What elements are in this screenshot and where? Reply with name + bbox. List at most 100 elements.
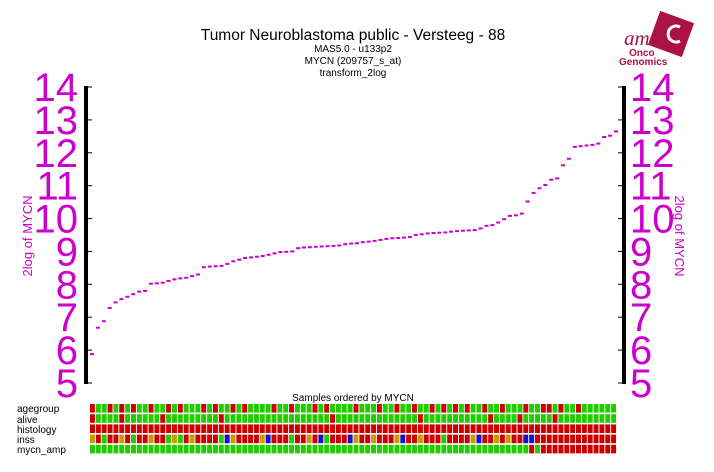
- annotation-cell: [488, 444, 494, 454]
- annotation-cell: [412, 404, 418, 413]
- annotation-cell: [423, 434, 429, 444]
- annotation-cell: [611, 404, 617, 413]
- annotation-cell: [517, 444, 523, 454]
- annotation-cell: [201, 424, 207, 433]
- annotation-cell: [400, 444, 406, 454]
- annotation-cell: [576, 424, 581, 433]
- annotation-cell: [581, 424, 587, 433]
- annotation-cell: [113, 404, 119, 413]
- annotation-cell: [248, 404, 254, 413]
- annotation-cell: [125, 444, 131, 454]
- annotation-cell: [529, 444, 535, 454]
- annotation-cell: [511, 444, 517, 454]
- annotation-cell: [289, 434, 295, 444]
- annotation-cell: [482, 414, 488, 423]
- annotation-cell: [341, 444, 347, 454]
- annotation-cell: [201, 434, 207, 444]
- annotation-cell: [101, 444, 107, 454]
- annotation-cell: [154, 414, 160, 423]
- annotation-cell: [488, 414, 494, 423]
- annotation-cell: [248, 444, 254, 454]
- annotation-cell: [253, 404, 259, 413]
- annotation-cell: [277, 404, 283, 413]
- annotation-cell: [183, 434, 189, 444]
- annotation-cell: [324, 434, 330, 444]
- annotation-cell: [447, 414, 453, 423]
- annotation-cell: [335, 404, 341, 413]
- annotation-cell: [195, 444, 201, 454]
- annotation-cell: [177, 434, 183, 444]
- annotation-cell: [347, 434, 353, 444]
- annotation-cell: [242, 434, 248, 444]
- annotation-cell: [294, 434, 300, 444]
- annotation-cell: [113, 414, 119, 423]
- annotation-cell: [347, 444, 353, 454]
- annotation-cell: [130, 404, 136, 413]
- annotation-cell: [581, 434, 587, 444]
- annotation-cell: [95, 404, 101, 413]
- annotation-cell: [230, 434, 236, 444]
- annotation-cell: [335, 414, 341, 423]
- annotation-cell: [289, 404, 295, 413]
- annotation-cell: [394, 444, 400, 454]
- annotation-cell: [218, 404, 224, 413]
- annotation-cell: [248, 424, 254, 433]
- annotation-cell: [171, 414, 177, 423]
- annotation-cell: [207, 444, 213, 454]
- annotation-cell: [564, 434, 570, 444]
- annotation-cell: [464, 444, 470, 454]
- annotation-cell: [429, 414, 435, 423]
- annotation-cell: [611, 434, 617, 444]
- annotation-cell: [464, 424, 470, 433]
- annotation-cell: [394, 434, 400, 444]
- annotation-cell: [341, 434, 347, 444]
- annotation-cell: [265, 444, 271, 454]
- annotation-cell: [212, 424, 218, 433]
- annotation-cell: [271, 434, 277, 444]
- annotation-cell: [359, 414, 365, 423]
- y-tick-label-left: 8: [56, 263, 78, 307]
- annotation-cell: [505, 424, 511, 433]
- annotation-cell: [470, 404, 476, 413]
- annotation-cell: [400, 404, 406, 413]
- annotation-cell: [441, 434, 447, 444]
- annotation-cell: [177, 404, 183, 413]
- annotation-cell: [259, 444, 265, 454]
- annotation-cell: [148, 404, 154, 413]
- annotation-cell: [382, 434, 388, 444]
- annotation-cell: [212, 404, 218, 413]
- annotation-cell: [441, 404, 447, 413]
- annotation-cell: [535, 434, 540, 444]
- annotation-cell: [242, 414, 248, 423]
- annotation-cell: [347, 424, 353, 433]
- annotation-cell: [406, 414, 412, 423]
- annotation-cell: [417, 404, 423, 413]
- annotation-cell: [464, 434, 470, 444]
- annotation-cell: [535, 414, 540, 423]
- annotation-cell: [359, 444, 365, 454]
- annotation-cell: [201, 404, 207, 413]
- annotation-cell: [587, 404, 593, 413]
- annotation-cell: [312, 434, 318, 444]
- annotation-cell: [552, 444, 558, 454]
- annotation-cell: [324, 414, 330, 423]
- annotation-cell: [447, 424, 453, 433]
- annotation-cell: [570, 424, 576, 433]
- annotation-cell: [564, 444, 570, 454]
- data-points: [90, 130, 618, 356]
- annotation-cell: [271, 404, 277, 413]
- annotation-cell: [570, 444, 576, 454]
- annotation-cell: [207, 404, 213, 413]
- annotation-cell: [394, 404, 400, 413]
- annotation-cell: [470, 414, 476, 423]
- annotation-cell: [535, 404, 540, 413]
- annotation-cell: [259, 424, 265, 433]
- annotation-cell: [142, 404, 148, 413]
- annotation-cell: [611, 424, 617, 433]
- annotation-cell: [207, 434, 213, 444]
- annotation-cell: [125, 404, 131, 413]
- annotation-cell: [242, 404, 248, 413]
- annotation-cell: [300, 444, 306, 454]
- annotation-cell: [130, 434, 136, 444]
- annotation-cell: [201, 414, 207, 423]
